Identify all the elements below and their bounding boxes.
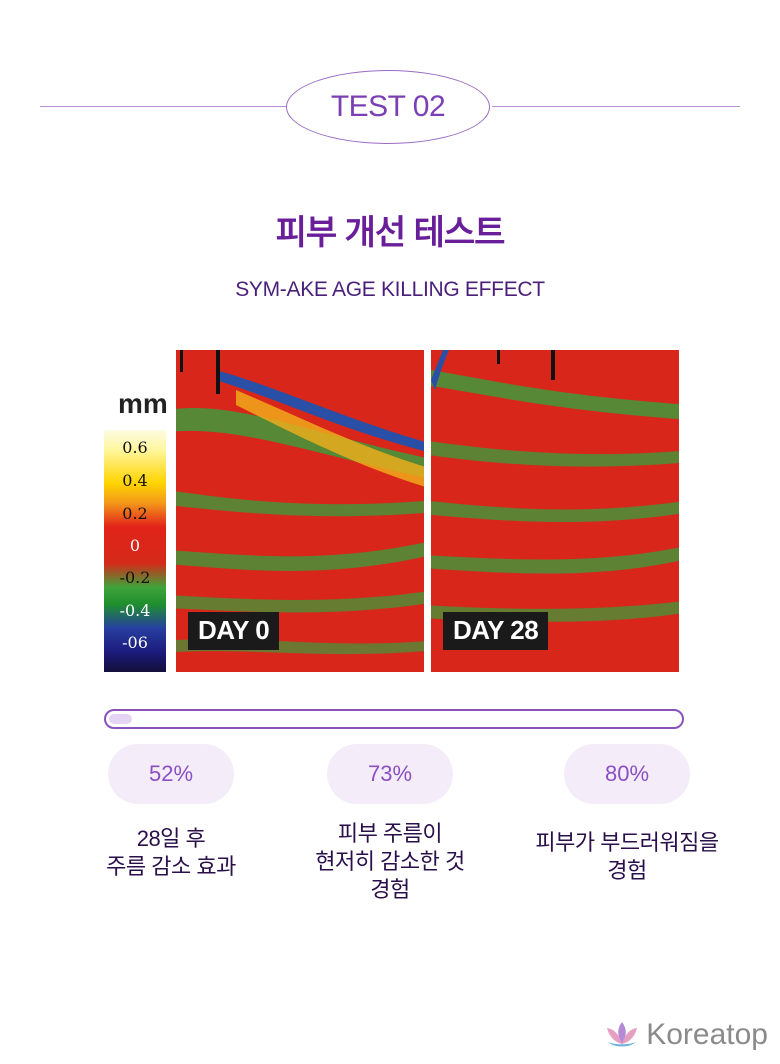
stat-caption-line: 경험 — [607, 858, 647, 883]
stat-caption-1: 28일 후 주름 감소 효과 — [51, 825, 291, 881]
colorbar-tick: -0.2 — [119, 568, 151, 587]
stat-percent-2: 73% — [327, 744, 453, 804]
stat-percent-1: 52% — [108, 744, 234, 804]
colorbar-tick: -0.4 — [119, 601, 151, 620]
colorbar-unit: mm — [118, 388, 168, 419]
stat-percent-3: 80% — [564, 744, 690, 804]
stat-caption-3: 피부가 부드러워짐을 경험 — [507, 829, 747, 885]
stat-caption-line: 피부 주름이 — [337, 821, 443, 846]
stat-caption-line: 28일 후 — [136, 826, 206, 851]
stat-caption-line: 피부가 부드러워짐을 — [535, 830, 719, 855]
progress-bar — [104, 709, 684, 729]
page-subtitle: SYM-AKE AGE KILLING EFFECT — [235, 278, 545, 301]
day0-label: DAY 0 — [188, 612, 280, 650]
test-badge: TEST 02 — [286, 70, 490, 144]
colorbar-tick: 0.6 — [122, 438, 148, 457]
header-divider-left — [40, 106, 288, 107]
brand-name: Koreatop — [646, 1018, 768, 1051]
header-divider-right — [492, 106, 740, 107]
day28-label: DAY 28 — [443, 612, 549, 650]
page-title: 피부 개선 테스트 — [275, 214, 506, 252]
stat-caption-line: 경험 — [370, 877, 410, 902]
brand-logo: Koreatop — [604, 1018, 768, 1052]
heatmap-image-day28: DAY 28 — [431, 350, 679, 672]
colorbar-tick: -06 — [122, 633, 148, 652]
lotus-icon — [607, 1022, 638, 1047]
colorbar-tick: 0.4 — [122, 471, 148, 490]
stat-caption-line: 현저히 감소한 것 — [315, 849, 465, 874]
progress-fill — [109, 714, 132, 724]
colorbar-tick: 0.2 — [122, 504, 148, 523]
colorbar-legend: 0.6 0.4 0.2 0 -0.2 -0.4 -06 — [104, 430, 166, 672]
stat-caption-2: 피부 주름이 현저히 감소한 것 경험 — [270, 820, 510, 904]
colorbar-tick: 0 — [129, 536, 141, 555]
stat-caption-line: 주름 감소 효과 — [106, 854, 236, 879]
heatmap-image-day0: DAY 0 — [176, 350, 424, 672]
